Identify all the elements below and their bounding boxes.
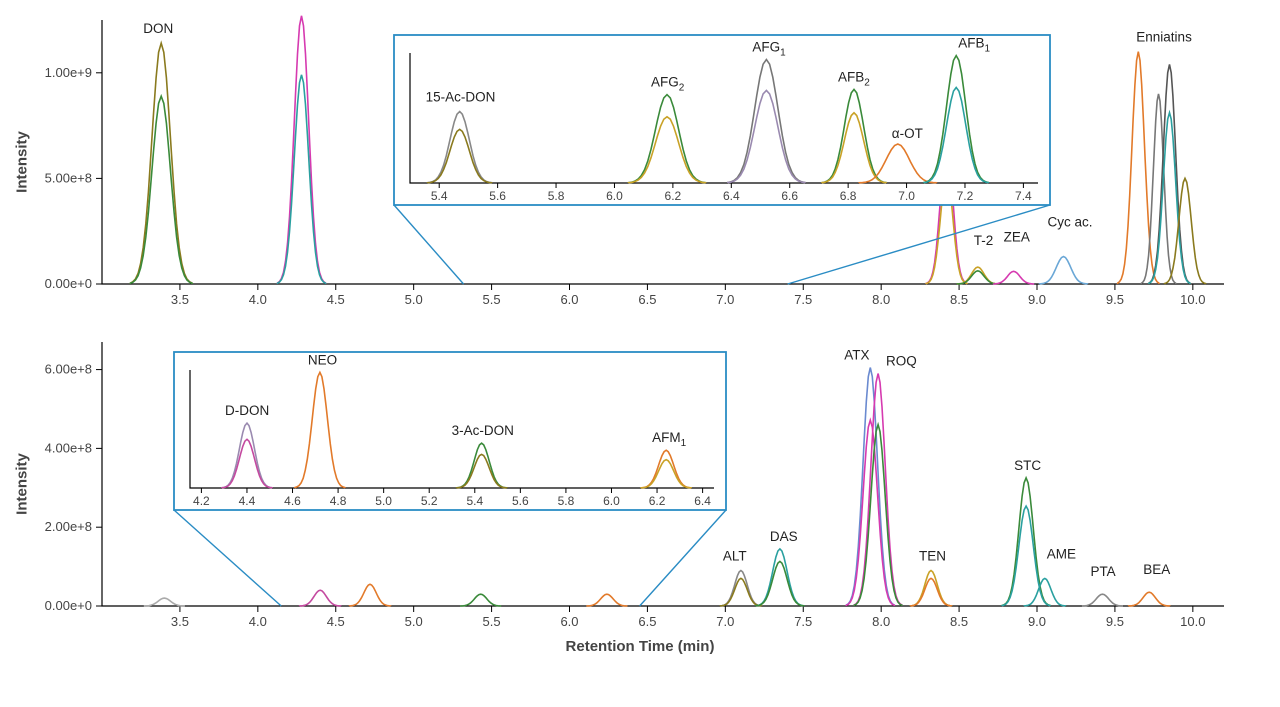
svg-text:6.6: 6.6 [781,189,798,203]
svg-text:6.2: 6.2 [649,494,666,508]
chromatogram-top-svg: 0.00e+0 5.00e+8 1.00e+9 3.5 4.0 4.5 5.0 5.5 6.0 6… [24,12,1234,312]
svg-text:4.00e+8: 4.00e+8 [45,440,92,455]
svg-text:8.0: 8.0 [872,292,890,307]
svg-text:8.5: 8.5 [950,292,968,307]
svg-text:7.0: 7.0 [898,189,915,203]
svg-text:6.0: 6.0 [560,292,578,307]
peak-label: BEA [1143,562,1170,577]
svg-text:7.0: 7.0 [716,614,734,629]
peak-label: ATX [844,348,869,363]
chromatogram-bottom-svg: 0.00e+0 2.00e+8 4.00e+8 6.00e+8 3.5 4.0 4.5 5.0… [24,334,1234,634]
svg-text:6.4: 6.4 [694,494,711,508]
svg-text:3.5: 3.5 [171,614,189,629]
svg-text:4.2: 4.2 [193,494,210,508]
svg-text:4.4: 4.4 [239,494,256,508]
svg-text:5.4: 5.4 [431,189,448,203]
inset-peak-label: 15-Ac-DON [426,90,496,105]
svg-text:5.8: 5.8 [548,189,565,203]
svg-text:6.00e+8: 6.00e+8 [45,362,92,377]
svg-text:6.0: 6.0 [606,189,623,203]
svg-text:5.8: 5.8 [558,494,575,508]
bottom-panel: Intensity 0.00e+02.00e+84.00e+86.00e+83.… [24,334,1256,634]
svg-text:6.8: 6.8 [840,189,857,203]
svg-text:6.5: 6.5 [638,614,656,629]
svg-text:5.00e+8: 5.00e+8 [45,170,92,185]
peak-label: PTA [1090,564,1115,579]
peak-label: DON [143,21,173,36]
svg-text:4.0: 4.0 [249,614,267,629]
svg-text:5.6: 5.6 [489,189,506,203]
svg-text:8.0: 8.0 [872,614,890,629]
peak-label: Cyc ac. [1047,215,1092,230]
peak-label: TEN [919,549,946,564]
peak-label: STC [1014,458,1041,473]
y-axis-label-bottom: Intensity [14,453,31,515]
svg-text:9.0: 9.0 [1028,292,1046,307]
svg-text:5.0: 5.0 [405,292,423,307]
svg-text:6.4: 6.4 [723,189,740,203]
svg-text:1.00e+9: 1.00e+9 [45,65,92,80]
svg-text:6.5: 6.5 [638,292,656,307]
svg-text:10.0: 10.0 [1180,614,1205,629]
svg-text:6.2: 6.2 [665,189,682,203]
svg-text:5.6: 5.6 [512,494,529,508]
peak-label: AME [1047,546,1076,561]
top-panel: Intensity 0.00e+05.00e+81.00e+93.54.04.5… [24,12,1256,312]
svg-text:6.0: 6.0 [603,494,620,508]
peak-label: ZEA [1004,229,1030,244]
svg-text:7.5: 7.5 [794,614,812,629]
inset-peak-label: NEO [308,352,337,367]
svg-text:9.5: 9.5 [1106,292,1124,307]
inset-peak-label: α-OT [892,126,923,141]
svg-text:4.0: 4.0 [249,292,267,307]
peak-label: DAS [770,529,798,544]
svg-text:4.8: 4.8 [330,494,347,508]
peak-label: T-2 [974,233,994,248]
svg-text:8.5: 8.5 [950,614,968,629]
svg-text:3.5: 3.5 [171,292,189,307]
svg-text:5.2: 5.2 [421,494,438,508]
x-axis-label: Retention Time (min) [24,638,1256,655]
svg-text:5.0: 5.0 [375,494,392,508]
svg-text:4.5: 4.5 [327,614,345,629]
svg-text:7.0: 7.0 [716,292,734,307]
peak-label: ROQ [886,354,917,369]
svg-text:7.2: 7.2 [957,189,974,203]
svg-text:7.4: 7.4 [1015,189,1032,203]
svg-text:2.00e+8: 2.00e+8 [45,519,92,534]
svg-text:5.5: 5.5 [483,292,501,307]
y-axis-label-top: Intensity [14,131,31,193]
peak-label: ALT [723,549,747,564]
svg-text:7.5: 7.5 [794,292,812,307]
svg-text:5.0: 5.0 [405,614,423,629]
svg-text:5.4: 5.4 [466,494,483,508]
svg-text:9.0: 9.0 [1028,614,1046,629]
svg-text:9.5: 9.5 [1106,614,1124,629]
svg-text:10.0: 10.0 [1180,292,1205,307]
svg-text:4.5: 4.5 [327,292,345,307]
inset-peak-label: 3-Ac-DON [452,423,514,438]
inset-peak-label: D-DON [225,403,269,418]
svg-text:6.0: 6.0 [560,614,578,629]
peak-label: Enniatins [1136,30,1192,45]
svg-text:5.5: 5.5 [483,614,501,629]
svg-text:4.6: 4.6 [284,494,301,508]
svg-text:0.00e+0: 0.00e+0 [45,598,92,613]
svg-text:0.00e+0: 0.00e+0 [45,276,92,291]
